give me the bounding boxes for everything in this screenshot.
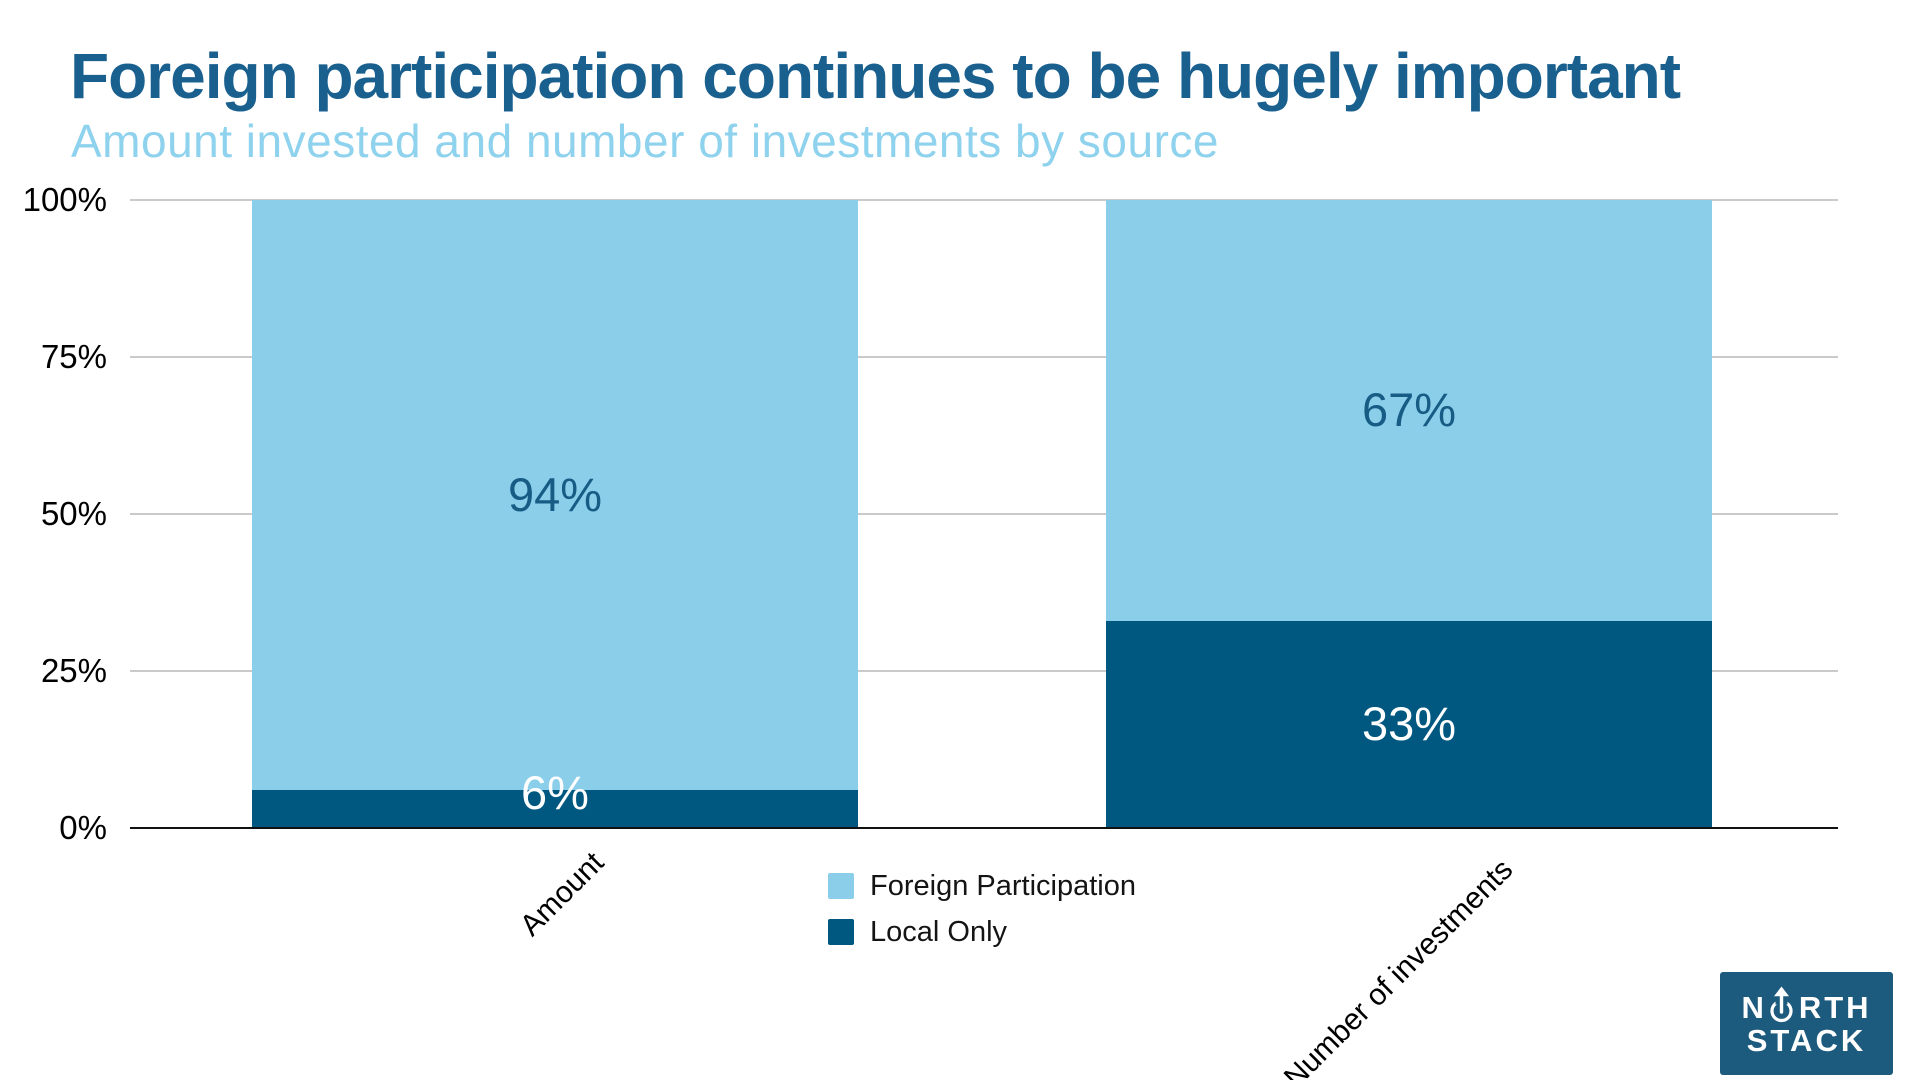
y-axis-tick-label-100: 100% [22,181,107,218]
legend-item-local-only: Local Only [828,916,1136,948]
bar-segment-number-of-investments-foreign-participation [1106,200,1712,621]
value-label-number-of-investments-local-only: 33% [1361,697,1457,751]
logo-text-stack: STACK [1746,1022,1867,1058]
gridline-100 [130,199,1838,201]
legend-label-foreign-participation: Foreign Participation [870,870,1136,902]
logo-letters-rth: RTH [1798,989,1872,1025]
logo-arrow-o-icon [1768,986,1795,1022]
value-label-number-of-investments-foreign-participation: 67% [1361,383,1457,437]
x-axis-label-amount: Amount [513,846,611,943]
y-axis-tick-label-50: 50% [40,495,107,532]
gridline-75 [130,356,1838,358]
chart-subtitle: Amount invested and number of investment… [71,115,1219,167]
value-label-amount-foreign-participation: 94% [507,468,603,522]
legend-swatch-foreign-participation [828,873,854,899]
y-axis-tick-label-25: 25% [40,652,107,689]
chart-title: Foreign participation continues to be hu… [70,40,1681,112]
logo-text-north: N RTH [1741,986,1872,1025]
gridline-25 [130,670,1838,672]
legend: Foreign Participation Local Only [828,870,1136,948]
x-axis-line [130,827,1838,829]
legend-item-foreign-participation: Foreign Participation [828,870,1136,902]
y-axis-tick-label-75: 75% [40,338,107,375]
gridline-50 [130,513,1838,515]
legend-label-local-only: Local Only [870,916,1008,948]
value-label-amount-local-only: 6% [521,766,589,820]
legend-swatch-local-only [828,919,854,945]
y-axis-tick-label-0: 0% [59,809,107,846]
bar-segment-number-of-investments-local-only [1106,620,1712,828]
x-axis-label-number-of-investments: Number of investments [1277,853,1520,1080]
logo-letters-n: N [1741,989,1767,1025]
northstack-logo: N RTH STACK [1720,972,1893,1075]
bar-segment-amount-foreign-participation [252,200,858,791]
bar-segment-amount-local-only [252,790,858,828]
